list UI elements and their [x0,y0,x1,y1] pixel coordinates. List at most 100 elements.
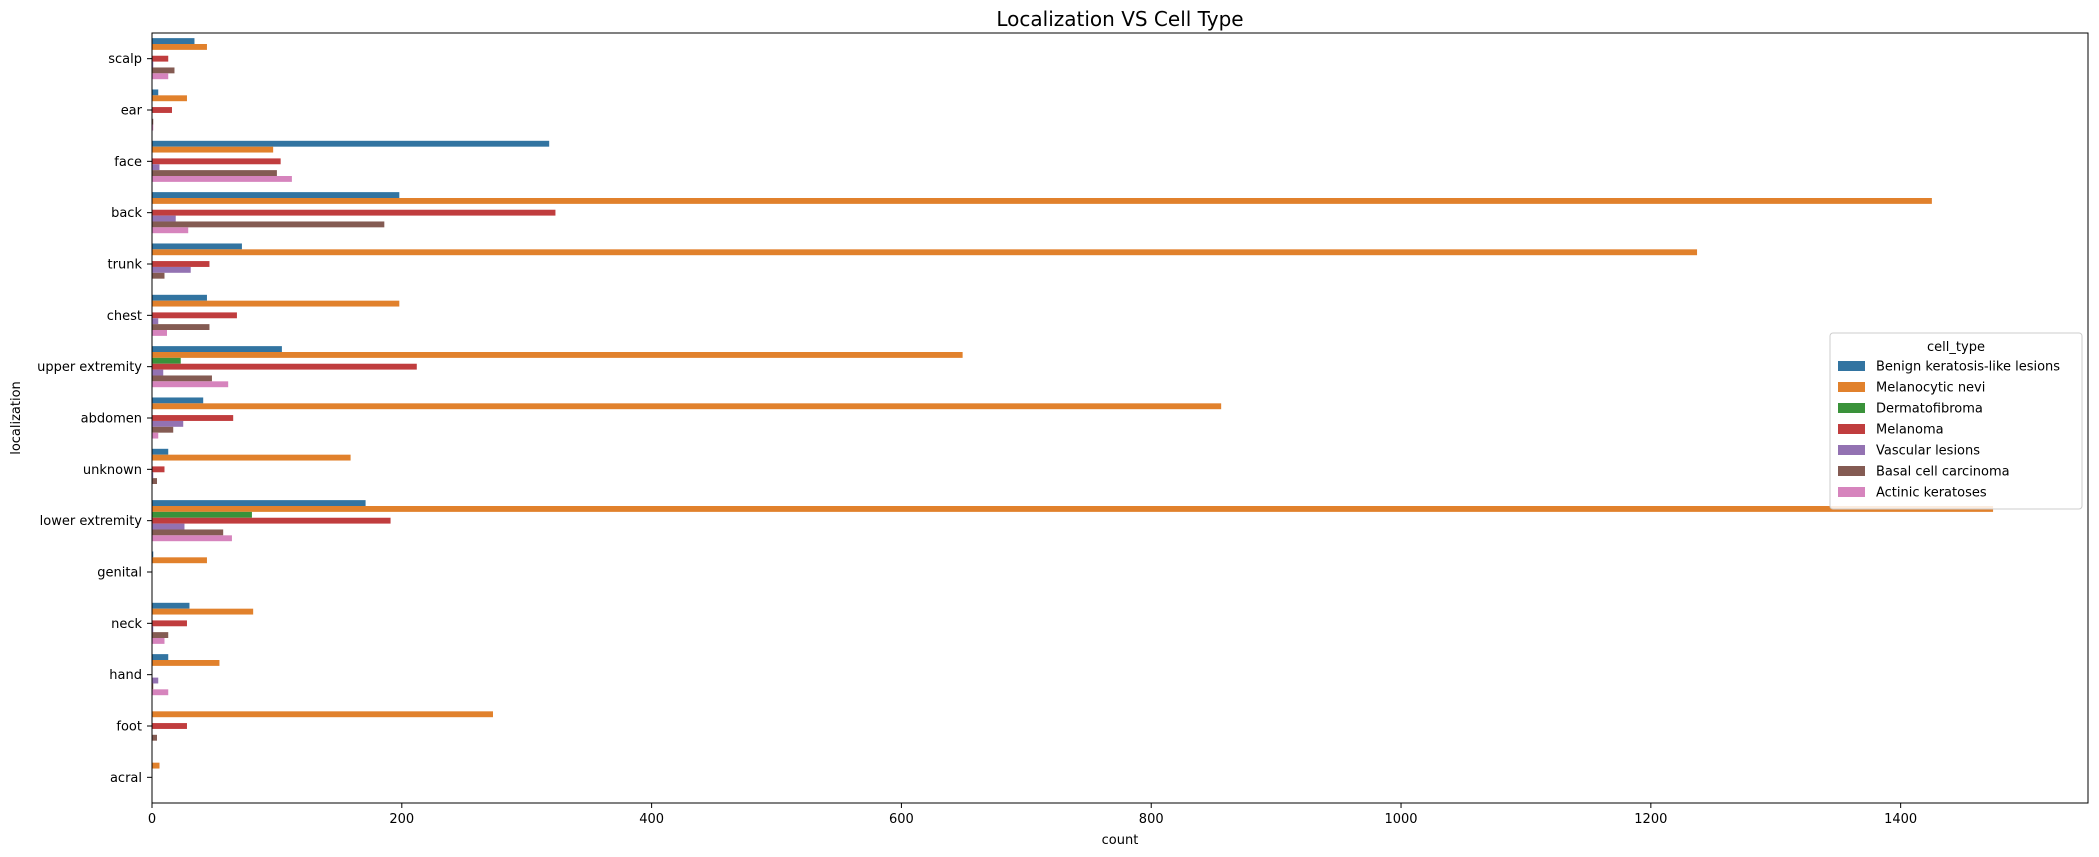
bar [152,55,169,62]
bar [152,67,175,74]
bar [152,689,169,696]
bar [152,124,154,131]
bar [152,294,207,301]
bar [152,272,165,279]
bar [152,432,159,439]
y-axis-ticks: scalp ear face back trunk chest upper extremit… [37,52,152,786]
bar [152,660,220,666]
legend-swatch [1838,424,1865,434]
legend-label: Dermatofibroma [1876,402,1983,417]
bar [152,551,154,558]
legend-items: Benign keratosis-like lesions Melanocytic… [1838,360,2060,501]
bar [152,381,229,388]
bar [152,523,185,530]
legend-swatch [1838,466,1865,476]
y-tick-label: lower extremity [40,514,143,529]
bar [152,654,169,660]
bar [152,363,417,370]
bar [152,89,159,96]
bar [152,266,191,273]
bar [152,318,159,325]
x-axis-ticks: 0 200 400 600 800 1000 1200 1400 [148,803,1917,827]
legend-swatch [1838,487,1865,497]
legend-label: Actinic keratoses [1876,486,1987,501]
bar [152,73,169,80]
y-tick-label: back [111,206,142,221]
bar [152,176,292,182]
bar [152,426,174,433]
bar [152,638,165,644]
bar [152,677,159,684]
bar [152,626,154,633]
bar [152,608,254,615]
y-tick-label: neck [111,617,142,632]
legend-label: Melanoma [1876,423,1944,438]
y-tick-label: ear [121,104,143,119]
y-tick-label: acral [110,771,142,786]
bar [152,215,176,222]
bar [152,500,366,506]
legend-swatch [1838,445,1865,455]
legend-swatch [1838,403,1865,413]
legend-title: cell_type [1927,340,1985,355]
bar [152,330,167,336]
y-tick-label: face [114,155,142,170]
bar [152,454,351,461]
bar [152,632,169,638]
bar [152,140,550,147]
bar [152,346,282,352]
bar [152,95,187,102]
x-tick-label: 400 [639,812,664,827]
bar [152,158,281,165]
bar [152,620,187,627]
bar [152,472,154,479]
bar [152,448,169,455]
bar [152,403,1222,410]
x-tick-label: 800 [1139,812,1164,827]
bars-layer [152,38,1994,769]
bar [152,261,210,267]
bar [152,506,1994,512]
legend-label: Melanocytic nevi [1876,381,1985,396]
bar [152,357,181,364]
bar [152,375,212,382]
bar [152,420,184,427]
bar [152,466,165,473]
y-tick-label: hand [109,668,142,683]
bar [152,478,157,484]
bar [152,146,274,153]
y-tick-label: genital [97,566,142,581]
x-tick-label: 1200 [1634,812,1667,827]
bar [152,243,242,250]
bar [152,397,204,404]
bar [152,209,556,216]
y-tick-label: chest [107,309,142,324]
bar [152,535,232,542]
bar [152,227,189,234]
bar [152,324,210,330]
legend-box [1829,332,2083,510]
y-tick-label: upper extremity [37,360,142,375]
y-tick-label: trunk [108,258,143,273]
bar [152,300,400,307]
bar [152,170,277,176]
bar [152,107,172,113]
bar [152,249,1698,256]
bar [152,415,234,421]
bar [152,44,207,50]
legend-label: Basal cell carcinoma [1876,465,2010,480]
y-tick-label: abdomen [81,412,142,427]
bar [152,723,187,729]
bar [152,61,154,68]
bar [152,511,252,518]
bar [152,352,963,358]
bar [152,683,154,690]
bar [152,312,237,319]
legend-swatch [1838,382,1865,392]
legend-swatch [1838,361,1865,371]
bar [152,192,400,198]
bar [152,602,190,609]
x-tick-label: 1400 [1884,812,1917,827]
bar [152,529,224,536]
y-tick-label: foot [116,720,142,735]
